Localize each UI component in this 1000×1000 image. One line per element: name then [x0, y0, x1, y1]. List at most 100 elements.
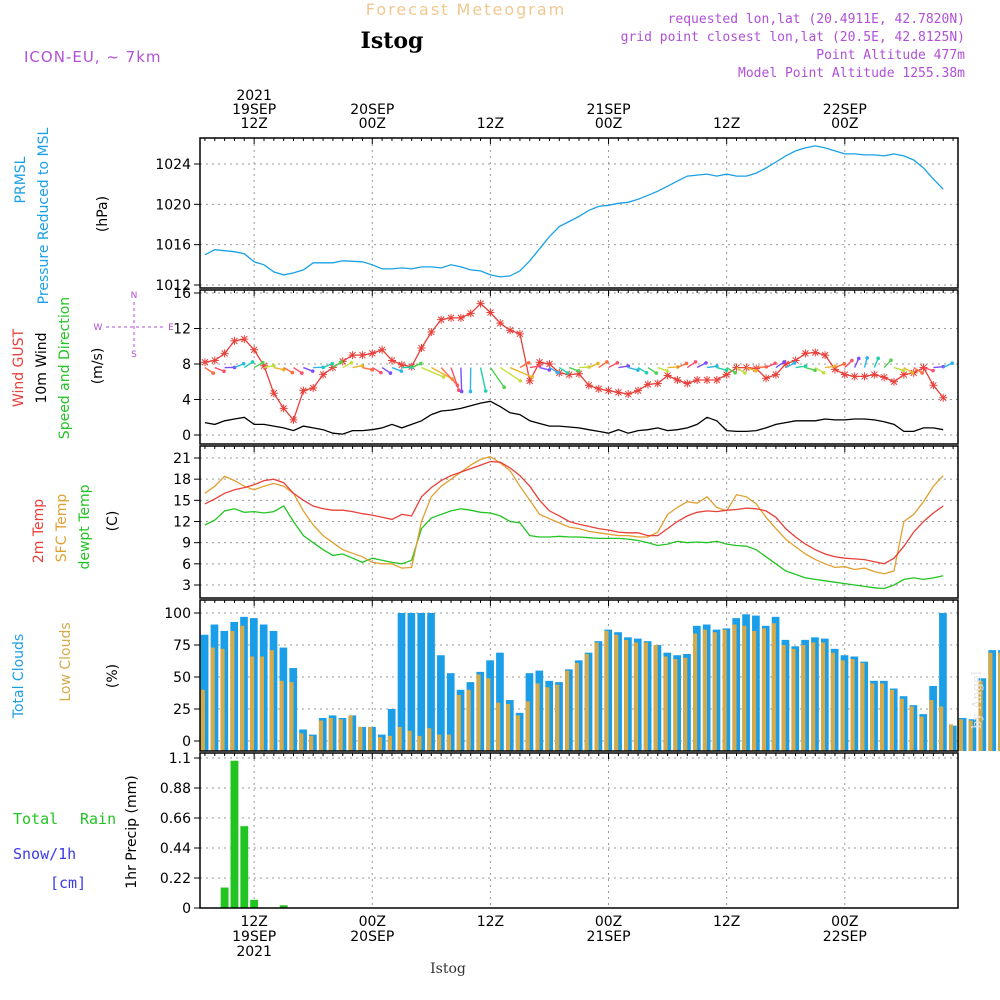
wind-arrow-head	[792, 361, 797, 365]
low-clouds-bar	[643, 642, 648, 751]
wind-arrow-head	[379, 370, 383, 375]
wind-gust-marker	[299, 386, 308, 395]
wind-gust-marker	[771, 370, 780, 379]
point-altitude: Point Altitude 477m	[816, 48, 965, 63]
wind-gust-marker	[230, 336, 239, 345]
low-clouds-bar	[811, 642, 816, 751]
wind-arrow-head	[724, 368, 729, 372]
bottom-axis-label: 2021	[236, 944, 272, 960]
low-clouds-bar	[958, 719, 963, 751]
grid-layer	[200, 138, 958, 908]
total-clouds-bar	[437, 655, 445, 751]
snow-label: Snow/1h	[13, 845, 76, 863]
temperature-ytick-label: 12	[173, 515, 191, 531]
top-axis-label: 21SEP	[587, 102, 631, 118]
low-clouds-bar	[259, 656, 264, 751]
low-clouds-bar	[210, 647, 215, 751]
wind-ytick-label: 16	[173, 286, 191, 302]
bottom-axis-label: 19SEP	[232, 929, 276, 945]
total-label: Total	[13, 810, 58, 828]
low-clouds-bar	[417, 735, 422, 751]
wind-gust-marker	[447, 313, 456, 322]
wind-arrow-head	[773, 361, 777, 366]
rain-bar	[250, 899, 259, 908]
low-clouds-bar	[889, 689, 895, 751]
wind-arrow-head	[901, 368, 906, 373]
wind-arrow-head	[399, 369, 404, 373]
wind-arrow-head	[889, 358, 893, 363]
top-axis-label: 22SEP	[823, 102, 867, 118]
low-clouds-bar	[948, 724, 954, 751]
wind-arrow-head	[565, 371, 570, 375]
prmsl-label: PRMSL	[13, 156, 29, 203]
wind-gust-marker	[289, 415, 298, 424]
low-clouds-bar	[565, 670, 570, 751]
wind-arrow-head	[704, 361, 708, 365]
low-clouds-bar	[397, 726, 402, 751]
low-clouds-bar	[466, 689, 471, 751]
wind-gust-marker	[210, 356, 219, 365]
wind-arrow-head	[419, 361, 423, 366]
wind-gust-marker	[486, 308, 495, 317]
dewpt-temp-label: dewpt Temp	[77, 484, 93, 569]
wind-arrow-head	[222, 369, 226, 374]
wind-arrow-head	[360, 363, 365, 368]
temperature-ytick-label: 9	[182, 536, 191, 552]
low-clouds-bar	[830, 652, 835, 751]
wind-gust-marker	[437, 315, 446, 324]
total-clouds-bar	[427, 613, 435, 751]
precip-ytick-label: 0.88	[160, 781, 191, 797]
wind-10m-line	[204, 400, 944, 435]
wind-gust-marker	[702, 375, 711, 384]
low-clouds-bar	[555, 684, 560, 751]
wind-gust-marker	[319, 370, 328, 379]
wind-gust-marker	[368, 349, 377, 358]
low-clouds-bar	[476, 674, 481, 751]
low-clouds-bar	[200, 689, 205, 751]
low-clouds-bar	[387, 735, 392, 751]
data-layer	[200, 145, 1000, 908]
top-axis-label: 00Z	[359, 116, 386, 132]
bottom-axis-label: 20SEP	[350, 929, 394, 945]
wind-gust-marker	[929, 381, 938, 390]
wind-arrow-head	[636, 368, 640, 372]
wind-gust-marker	[584, 381, 593, 390]
total-clouds-bar	[397, 613, 406, 751]
wind-gust-marker	[624, 390, 633, 399]
low-clouds-bar	[692, 633, 698, 751]
compass-e-label: E	[168, 323, 174, 333]
top-axis-label: 00Z	[831, 116, 858, 132]
low-clouds-bar	[939, 706, 944, 751]
wind-gust-marker	[220, 349, 229, 358]
temperature-ytick-label: 21	[173, 451, 191, 467]
ms-unit-label: (m/s)	[90, 348, 106, 385]
wind-gust-marker	[890, 377, 899, 386]
low-clouds-bar	[998, 652, 1000, 751]
precip-unit-label: 1hr Precip (mm)	[124, 775, 140, 888]
wind-gust-marker	[643, 380, 652, 389]
wind-arrow-head	[754, 368, 758, 373]
wind-gust-marker	[466, 309, 475, 318]
wind-arrow-head	[502, 385, 506, 390]
wind-gust-marker	[515, 329, 524, 338]
wind-arrow-head	[605, 360, 609, 364]
wind-gust-marker	[250, 345, 259, 354]
low-clouds-bar	[771, 623, 776, 751]
rain-bar	[240, 826, 249, 908]
low-clouds-bar	[220, 648, 225, 751]
hpa-unit-label: (hPa)	[95, 196, 111, 232]
precip-ytick-label: 0.22	[160, 871, 191, 887]
low-clouds-bar	[309, 735, 314, 751]
wind-arrow-head	[272, 363, 276, 368]
bottom-axis-label: 21SEP	[587, 929, 631, 945]
low-clouds-bar	[850, 659, 855, 751]
wind-gust-marker	[269, 389, 278, 398]
wind-arrow-head	[526, 360, 531, 365]
requested-lonlat: requested lon,lat (20.4911E, 42.7820N)	[668, 12, 965, 27]
wind-gust-marker	[722, 370, 731, 379]
wind-arrow-head	[300, 371, 304, 375]
wind-gust-marker	[663, 371, 672, 380]
wind-gust-marker	[830, 365, 839, 374]
model-label: ICON-EU, ~ 7km	[24, 48, 162, 66]
